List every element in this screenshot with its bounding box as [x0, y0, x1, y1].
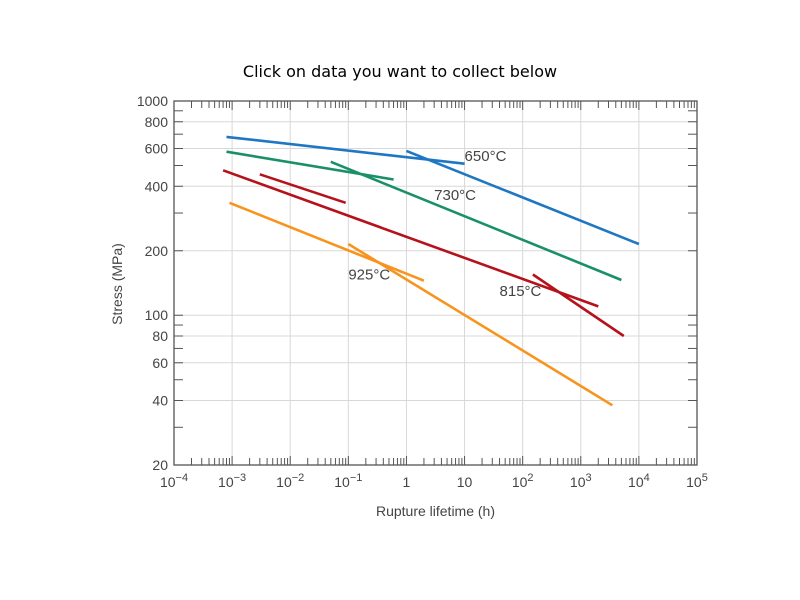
x-tick-label: 10−3 — [218, 472, 246, 490]
instruction-header: Click on data you want to collect below — [242, 62, 558, 81]
x-tick-label: 10−4 — [160, 472, 188, 490]
x-tick-label: 10−1 — [334, 472, 362, 490]
series-815c-line-3[interactable] — [532, 273, 625, 338]
y-tick-label: 100 — [145, 307, 169, 323]
series-label-650c: 650°C — [465, 148, 507, 165]
series-925c-line-2[interactable] — [347, 242, 614, 407]
series-label-925c: 925°C — [348, 266, 390, 283]
y-tick-label: 40 — [152, 393, 168, 409]
x-tick-label: 105 — [686, 472, 708, 490]
series-730c-line-2[interactable] — [330, 160, 622, 282]
series-815c-line-2[interactable] — [259, 173, 347, 205]
y-tick-label: 1000 — [137, 93, 168, 109]
y-tick-label: 60 — [152, 355, 168, 371]
frame-layer — [173, 100, 698, 466]
y-axis-title: Stress (MPa) — [109, 243, 125, 325]
series-925c-line-1[interactable] — [229, 201, 425, 282]
y-tick-label: 600 — [145, 141, 169, 157]
series-label-730c: 730°C — [434, 187, 476, 204]
x-tick-label: 10−2 — [276, 472, 304, 490]
series-layer[interactable] — [222, 135, 640, 407]
series-730c-line-1[interactable] — [226, 150, 394, 181]
x-tick-label: 10 — [457, 474, 473, 490]
y-tick-label: 80 — [152, 328, 168, 344]
y-tick-label: 200 — [145, 243, 169, 259]
x-tick-label: 103 — [570, 472, 592, 490]
x-tick-label: 1 — [403, 474, 411, 490]
y-tick-label: 800 — [145, 114, 169, 130]
x-tick-label: 104 — [628, 472, 650, 490]
y-tick-label: 400 — [145, 178, 169, 194]
plot-frame — [173, 100, 698, 466]
series-label-815c: 815°C — [500, 283, 542, 300]
series-815c-line-1[interactable] — [222, 169, 599, 308]
x-axis-title: Rupture lifetime (h) — [376, 503, 495, 519]
y-tick-label: 20 — [152, 457, 168, 473]
x-tick-label: 102 — [512, 472, 534, 490]
series-650c-line-2[interactable] — [405, 149, 640, 246]
tick-layer — [173, 100, 698, 466]
